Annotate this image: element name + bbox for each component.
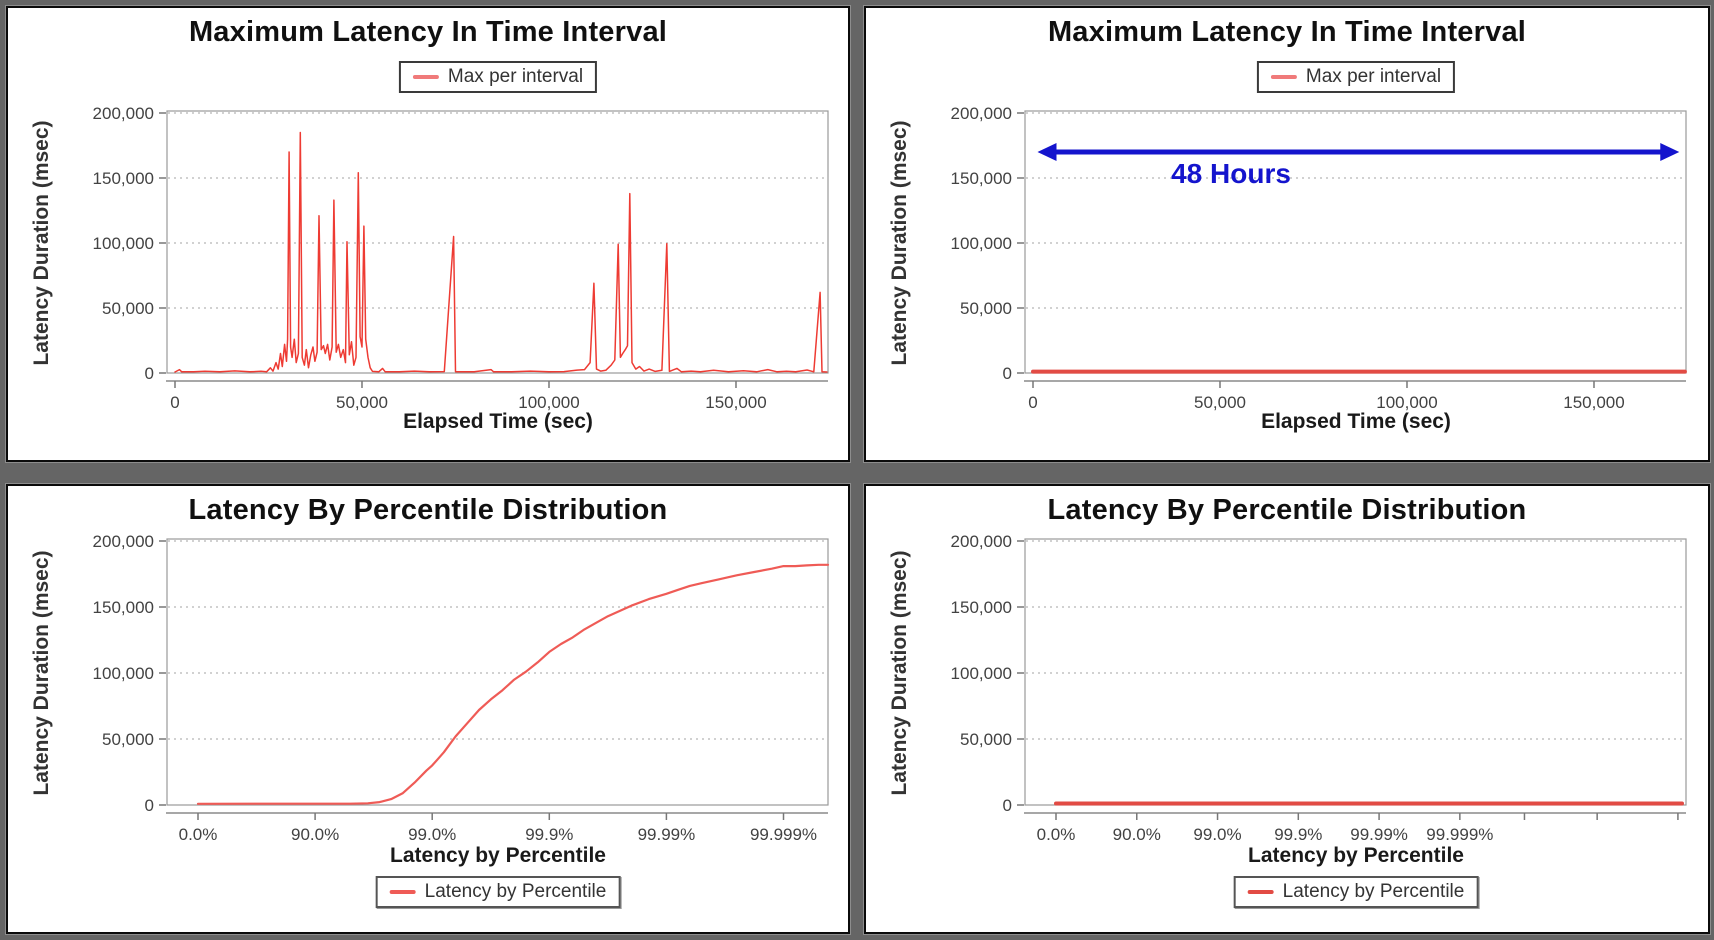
chart-legend: Max per interval	[1256, 61, 1456, 93]
svg-text:99.9%: 99.9%	[525, 825, 573, 844]
svg-text:99.0%: 99.0%	[408, 825, 456, 844]
svg-text:99.9%: 99.9%	[1274, 825, 1322, 844]
plot-area: 0 50,000 100,000 150,000 200,000 0 50,000 100,0…	[866, 8, 1708, 460]
svg-text:0.0%: 0.0%	[179, 825, 218, 844]
legend-label: Latency by Percentile	[1282, 881, 1465, 902]
y-axis-title: Latency Duration (msec)	[30, 550, 53, 796]
svg-text:0: 0	[1003, 796, 1012, 815]
panel-max-latency-spiky: 0 50,000 100,000 150,000 200,000 0 50,000 100,0…	[6, 6, 850, 462]
legend-label: Max per interval	[1305, 66, 1442, 87]
svg-text:0: 0	[170, 393, 179, 412]
legend-line-swatch	[1247, 890, 1274, 894]
panel-max-latency-flat: 0 50,000 100,000 150,000 200,000 0 50,000 100,0…	[864, 6, 1710, 462]
legend-line-swatch	[412, 75, 439, 79]
svg-text:99.0%: 99.0%	[1193, 825, 1241, 844]
svg-text:50,000: 50,000	[960, 299, 1012, 318]
x-axis-title: Latency by Percentile	[1248, 844, 1464, 867]
svg-text:0.0%: 0.0%	[1037, 825, 1076, 844]
y-axis-title: Latency Duration (msec)	[30, 120, 53, 366]
plot-area: 0 50,000 100,000 150,000 200,000 0.0% 90.0% 99.…	[8, 486, 848, 932]
svg-text:100,000: 100,000	[951, 234, 1012, 253]
svg-text:150,000: 150,000	[705, 393, 766, 412]
legend-label: Latency by Percentile	[424, 881, 607, 902]
chart-title: Latency By Percentile Distribution	[1047, 494, 1527, 526]
svg-text:0: 0	[145, 364, 154, 383]
legend-line-swatch	[389, 890, 416, 894]
svg-text:100,000: 100,000	[93, 664, 154, 683]
svg-text:0: 0	[1003, 364, 1012, 383]
panel-percentile-curve: 0 50,000 100,000 150,000 200,000 0.0% 90.0% 99.…	[6, 484, 850, 934]
svg-text:200,000: 200,000	[951, 532, 1012, 551]
x-axis-title: Elapsed Time (sec)	[403, 410, 593, 433]
svg-text:150,000: 150,000	[951, 169, 1012, 188]
svg-text:50,000: 50,000	[102, 730, 154, 749]
svg-text:99.99%: 99.99%	[1350, 825, 1408, 844]
svg-text:50,000: 50,000	[336, 393, 388, 412]
svg-text:200,000: 200,000	[93, 104, 154, 123]
svg-text:100,000: 100,000	[951, 664, 1012, 683]
svg-text:200,000: 200,000	[951, 104, 1012, 123]
y-axis-title: Latency Duration (msec)	[888, 550, 911, 796]
chart-legend: Latency by Percentile	[1233, 876, 1479, 908]
chart-title: Latency By Percentile Distribution	[188, 494, 668, 526]
svg-text:100,000: 100,000	[93, 234, 154, 253]
svg-text:100,000: 100,000	[518, 393, 579, 412]
plot-area: 0 50,000 100,000 150,000 200,000 0 50,000 100,0…	[8, 8, 848, 460]
svg-text:200,000: 200,000	[93, 532, 154, 551]
svg-text:150,000: 150,000	[951, 598, 1012, 617]
legend-line-swatch	[1270, 75, 1297, 79]
svg-text:99.999%: 99.999%	[750, 825, 817, 844]
svg-text:50,000: 50,000	[960, 730, 1012, 749]
svg-text:150,000: 150,000	[93, 169, 154, 188]
x-axis-title: Latency by Percentile	[390, 844, 606, 867]
chart-title: Maximum Latency In Time Interval	[188, 16, 668, 48]
svg-text:99.999%: 99.999%	[1426, 825, 1493, 844]
x-axis-title: Elapsed Time (sec)	[1261, 410, 1451, 433]
svg-text:150,000: 150,000	[93, 598, 154, 617]
chart-title: Maximum Latency In Time Interval	[1047, 16, 1527, 48]
svg-text:90.0%: 90.0%	[291, 825, 339, 844]
svg-text:90.0%: 90.0%	[1113, 825, 1161, 844]
svg-text:50,000: 50,000	[1194, 393, 1246, 412]
plot-area: 0 50,000 100,000 150,000 200,000 0.0% 90.0% 99.…	[866, 486, 1708, 932]
svg-text:0: 0	[145, 796, 154, 815]
svg-text:150,000: 150,000	[1563, 393, 1624, 412]
y-axis-title: Latency Duration (msec)	[888, 120, 911, 366]
legend-label: Max per interval	[447, 66, 584, 87]
panel-percentile-flat: 0 50,000 100,000 150,000 200,000 0.0% 90.0% 99.…	[864, 484, 1710, 934]
svg-text:0: 0	[1028, 393, 1037, 412]
svg-text:100,000: 100,000	[1376, 393, 1437, 412]
svg-text:50,000: 50,000	[102, 299, 154, 318]
chart-legend: Latency by Percentile	[375, 876, 621, 908]
arrow-label: 48 Hours	[1171, 158, 1291, 189]
chart-legend: Max per interval	[398, 61, 598, 93]
svg-text:99.99%: 99.99%	[638, 825, 696, 844]
